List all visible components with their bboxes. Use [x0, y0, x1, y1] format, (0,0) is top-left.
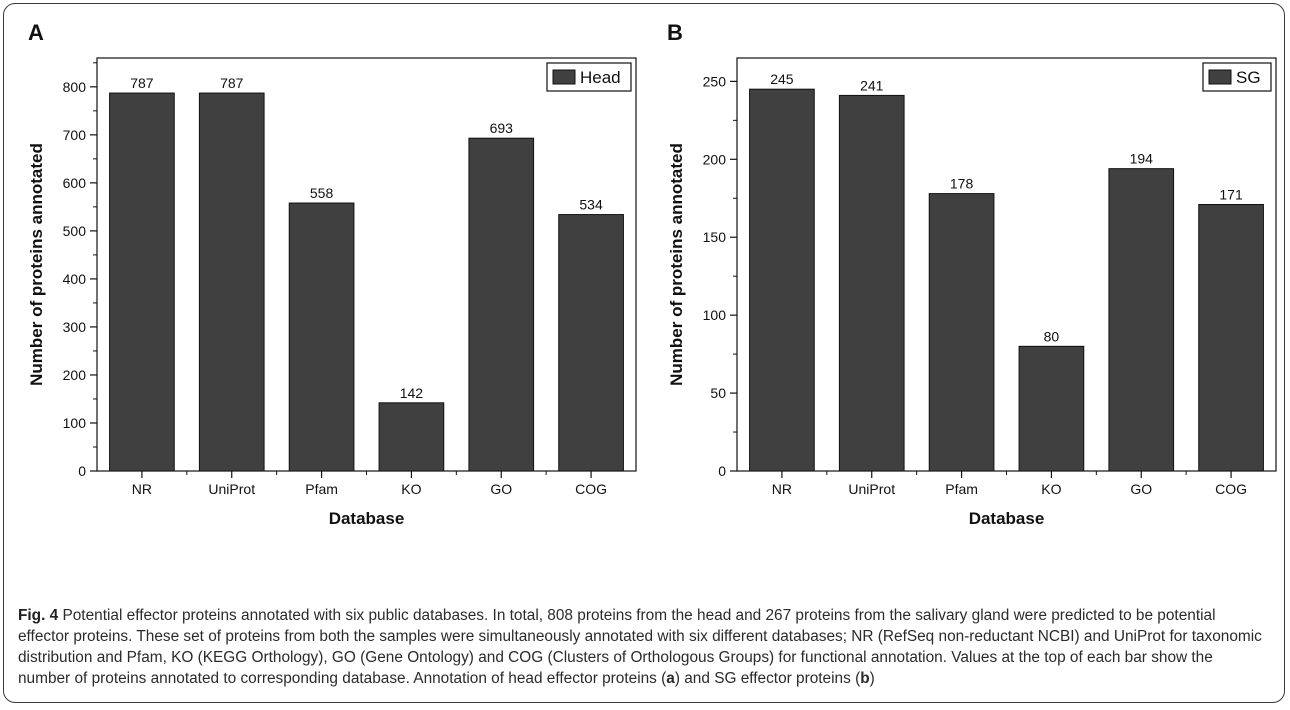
- y-tick-label: 250: [703, 73, 727, 89]
- bar-nr: [749, 88, 815, 472]
- bar-cog: [558, 214, 624, 472]
- data-label: 787: [220, 75, 244, 91]
- panel-label: A: [28, 20, 44, 45]
- caption-panel-b-ref: b: [860, 670, 870, 687]
- bar-ko: [1018, 345, 1085, 472]
- x-tick-label: NR: [772, 481, 792, 497]
- x-tick-label: COG: [575, 481, 607, 497]
- x-tick-label: GO: [1130, 481, 1152, 497]
- bar-cog: [1198, 203, 1264, 472]
- figure-frame: [3, 3, 1285, 703]
- y-tick-label: 150: [703, 229, 727, 245]
- caption-text-2: ) and SG effector proteins (: [674, 670, 861, 687]
- bar-uniprot: [838, 94, 905, 472]
- plot-area: [96, 57, 637, 472]
- legend-label: SG: [1236, 68, 1261, 87]
- x-tick-label: UniProt: [208, 481, 255, 497]
- x-tick-label: GO: [490, 481, 512, 497]
- y-axis-label: Number of proteins annotated: [27, 143, 46, 386]
- data-label: 194: [1130, 151, 1154, 167]
- panel-a: A 0 100 200 300 400 500 600 700 800 Number of prot…: [27, 20, 637, 528]
- caption-panel-a-ref: a: [666, 670, 675, 687]
- data-label: 245: [770, 71, 794, 87]
- data-label: 80: [1044, 328, 1060, 344]
- y-tick-label: 200: [63, 367, 87, 383]
- legend-swatch: [1208, 69, 1232, 85]
- y-axis-label: Number of proteins annotated: [667, 143, 686, 386]
- data-label: 178: [950, 176, 974, 192]
- x-tick-label: Pfam: [305, 481, 338, 497]
- bar-nr: [109, 92, 175, 472]
- data-label: 787: [130, 75, 154, 91]
- caption-text-3: ): [869, 670, 875, 687]
- x-tick-label: UniProt: [848, 481, 895, 497]
- data-label: 693: [490, 120, 514, 136]
- bar-pfam: [928, 193, 995, 472]
- panel-b: B 0 50 100 150 200 250 Number of proteins annot…: [667, 20, 1277, 528]
- data-label: 142: [400, 385, 424, 401]
- caption-figure-label: Fig. 4: [18, 607, 59, 624]
- legend: Head: [546, 62, 632, 92]
- x-axis-label: Database: [969, 509, 1045, 528]
- y-axis: 0 100 200 300 400 500 600 700 800: [63, 62, 97, 479]
- bar-uniprot: [198, 92, 265, 472]
- bar-pfam: [288, 202, 355, 472]
- legend-swatch: [552, 69, 576, 85]
- x-tick-label: COG: [1215, 481, 1247, 497]
- y-tick-label: 200: [703, 151, 727, 167]
- data-label: 558: [310, 185, 334, 201]
- y-tick-label: 50: [710, 385, 726, 401]
- y-axis: 0 50 100 150 200 250: [703, 73, 737, 479]
- x-tick-label: Pfam: [945, 481, 978, 497]
- y-tick-label: 100: [703, 307, 727, 323]
- figure-caption: Fig. 4 Potential effector proteins annot…: [18, 605, 1263, 689]
- y-tick-label: 600: [63, 175, 87, 191]
- data-label: 534: [579, 197, 603, 213]
- x-axis-label: Database: [329, 509, 405, 528]
- y-tick-label: 400: [63, 271, 87, 287]
- legend: SG: [1202, 62, 1272, 92]
- y-tick-label: 700: [63, 127, 87, 143]
- caption-text: Potential effector proteins annotated wi…: [18, 607, 1262, 687]
- y-tick-label: 500: [63, 223, 87, 239]
- bar-go: [1108, 168, 1175, 472]
- y-tick-label: 800: [63, 79, 87, 95]
- x-tick-label: NR: [132, 481, 152, 497]
- panel-label: B: [667, 20, 683, 45]
- y-tick-label: 0: [78, 463, 86, 479]
- bar-go: [468, 137, 535, 472]
- plot-area: [736, 57, 1277, 472]
- y-tick-label: 300: [63, 319, 87, 335]
- x-tick-label: KO: [401, 481, 421, 497]
- y-tick-label: 100: [63, 415, 87, 431]
- x-tick-label: KO: [1041, 481, 1061, 497]
- data-label: 241: [860, 77, 884, 93]
- data-label: 171: [1219, 186, 1243, 202]
- y-tick-label: 0: [718, 463, 726, 479]
- legend-label: Head: [580, 68, 621, 87]
- bar-ko: [378, 402, 445, 472]
